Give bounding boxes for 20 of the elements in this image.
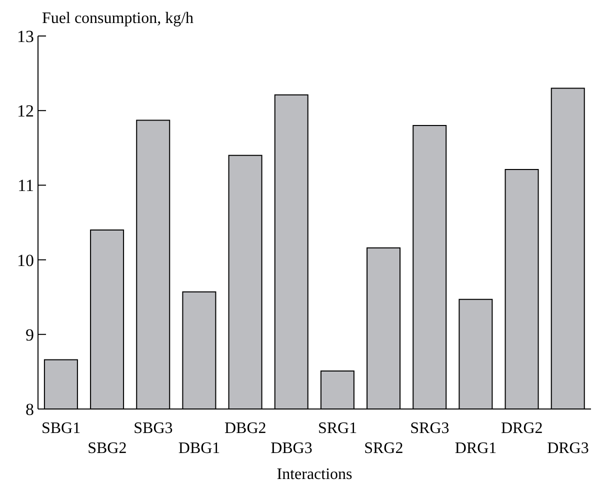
x-tick-label: SRG1	[318, 420, 358, 437]
y-tick-label: 13	[17, 27, 34, 46]
x-tick-label: DBG1	[178, 440, 220, 457]
y-tick-label: 12	[17, 102, 34, 121]
y-tick-label: 10	[17, 250, 34, 270]
x-tick-label: SBG1	[41, 420, 81, 437]
x-tick-label: DBG2	[224, 420, 266, 437]
x-tick-label: SRG2	[364, 440, 404, 457]
x-tick-label: DRG3	[547, 440, 589, 457]
x-tick-label: SRG3	[410, 420, 450, 437]
x-tick-label: DBG3	[270, 440, 312, 457]
x-tick-label: SBG3	[134, 420, 173, 437]
x-tick-label: DRG1	[454, 440, 497, 457]
y-axis-title: Fuel consumption, kg/h	[42, 10, 194, 28]
y-tick-label: 9	[26, 325, 34, 344]
x-axis-title: Interactions	[276, 466, 352, 483]
y-tick-label: 8	[26, 400, 34, 420]
y-tick-label: 11	[18, 176, 34, 196]
x-tick-label: DRG2	[500, 420, 543, 437]
x-tick-label: SBG2	[88, 440, 127, 457]
